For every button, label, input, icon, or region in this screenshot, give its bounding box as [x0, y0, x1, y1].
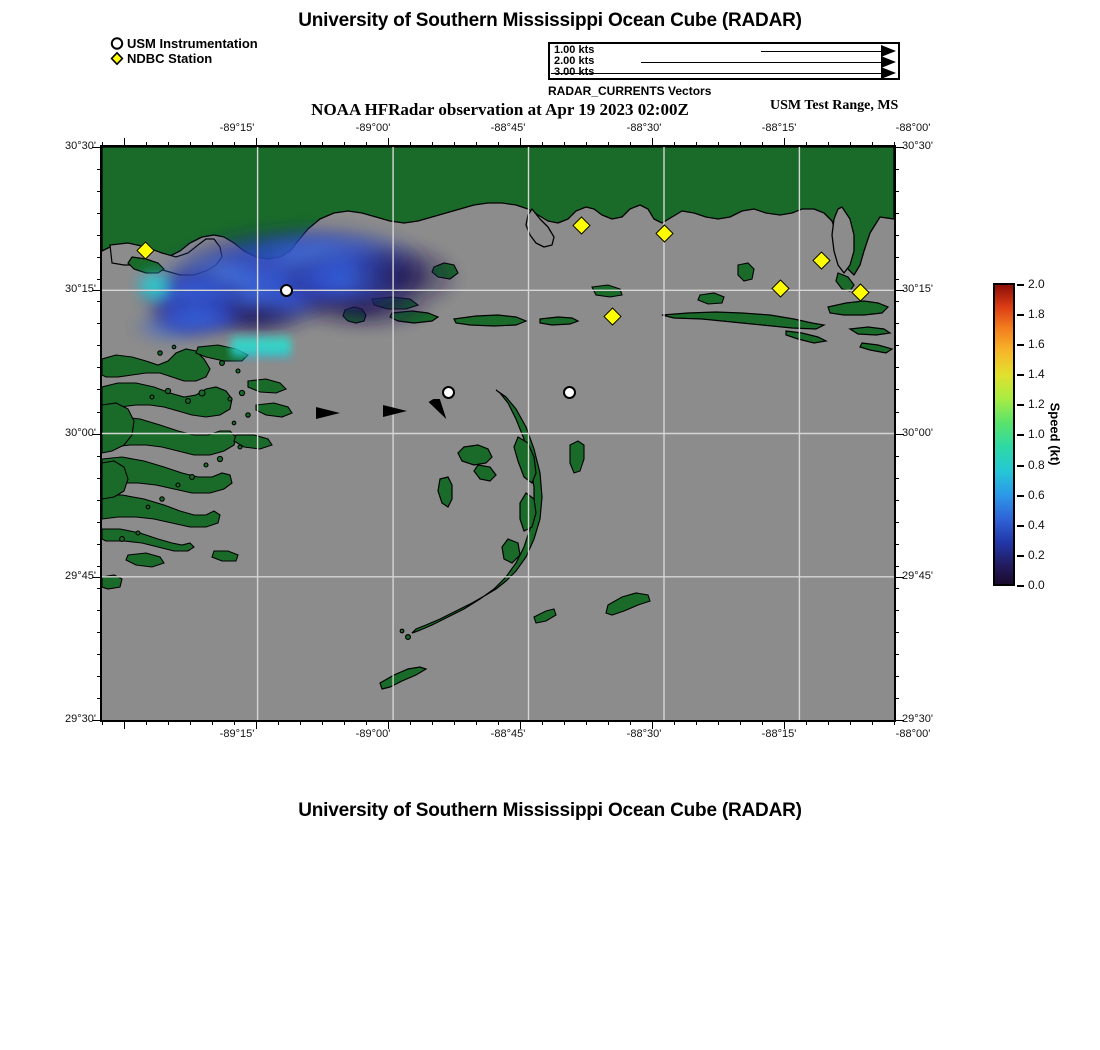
chandeleur-islands-layer [379, 389, 543, 690]
page-title: University of Southern Mississippi Ocean… [298, 10, 802, 31]
vector-legend-row-3: 3.00 kts [550, 66, 898, 79]
map-panel[interactable] [100, 145, 896, 722]
isolated-current-patch [231, 333, 291, 361]
colorbar-tick-label: 0.8 [1028, 458, 1045, 472]
vector-scale-legend: 1.00 kts 2.00 kts 3.00 kts [548, 42, 900, 80]
observation-subtitle: NOAA HFRadar observation at Apr 19 2023 … [311, 100, 689, 119]
lat-tick-label-right: 30°30' [902, 140, 933, 152]
circle-marker-icon [110, 37, 124, 50]
current-vector-arrow [428, 399, 447, 420]
legend-label-ndbc: NDBC Station [127, 51, 213, 66]
usm-instrumentation-marker[interactable] [563, 386, 576, 399]
current-vector-arrow [316, 407, 340, 419]
lat-tick-label-left: 29°45' [65, 570, 96, 582]
graticule-layer [102, 147, 894, 720]
legend-label-usm: USM Instrumentation [127, 36, 258, 51]
legend-item-ndbc: NDBC Station [110, 51, 258, 66]
colorbar-tick-label: 1.8 [1028, 307, 1045, 321]
colorbar-tick-label: 1.2 [1028, 397, 1045, 411]
map-canvas [102, 147, 894, 720]
current-speed-field [130, 223, 462, 345]
vector-legend-label-2: 2.00 kts [554, 55, 595, 67]
usm-instrumentation-marker[interactable] [442, 386, 455, 399]
lon-tick-label-top: -89°15' [219, 122, 255, 134]
usm-instrumentation-marker[interactable] [280, 284, 293, 297]
lon-tick-label-bottom: -89°00' [355, 728, 391, 740]
lat-tick-label-right: 29°30' [902, 713, 933, 725]
lon-tick-label-bottom: -88°00' [895, 728, 931, 740]
delta-marsh-layer [102, 344, 651, 624]
lat-tick-label-right: 29°45' [902, 570, 933, 582]
marker-legend: USM Instrumentation NDBC Station [110, 36, 258, 66]
vector-shaft-1 [761, 51, 881, 52]
lon-tick-label-bottom: -89°15' [219, 728, 255, 740]
lat-tick-label-left: 29°30' [65, 713, 96, 725]
colorbar-tick-label: 0.0 [1028, 578, 1045, 592]
legend-item-usm: USM Instrumentation [110, 36, 258, 51]
vector-legend-caption: RADAR_CURRENTS Vectors [548, 84, 712, 98]
vector-arrowhead-1 [881, 45, 896, 57]
lon-tick-label-bottom: -88°15' [761, 728, 797, 740]
vector-legend-row-1: 1.00 kts [550, 44, 898, 57]
lon-tick-label-top: -88°15' [761, 122, 797, 134]
lon-tick-label-bottom: -88°30' [626, 728, 662, 740]
lat-tick-label-left: 30°15' [65, 283, 96, 295]
lon-tick-label-bottom: -88°45' [490, 728, 526, 740]
lat-tick-label-left: 30°00' [65, 427, 96, 439]
colorbar-tick-label: 0.6 [1028, 488, 1045, 502]
colorbar-tick-label: 0.2 [1028, 548, 1045, 562]
bottom-title: University of Southern Mississippi Ocean… [298, 800, 802, 821]
colorbar-tick-label: 2.0 [1028, 277, 1045, 291]
lon-tick-label-top: -88°45' [490, 122, 526, 134]
lat-tick-label-right: 30°00' [902, 427, 933, 439]
colorbar-title: Speed (kt) [1047, 402, 1063, 466]
vector-shaft-3 [551, 73, 881, 74]
vector-arrowhead-2 [881, 56, 896, 68]
landmass-layer [102, 147, 894, 276]
colorbar-tick-label: 1.6 [1028, 337, 1045, 351]
vector-legend-label-3: 3.00 kts [554, 66, 595, 78]
vector-arrowhead-3 [881, 67, 896, 79]
colorbar-tick-label: 1.4 [1028, 367, 1045, 381]
lon-tick-label-top: -89°00' [355, 122, 391, 134]
lat-tick-label-left: 30°30' [65, 140, 96, 152]
colorbar-tick-label: 0.4 [1028, 518, 1045, 532]
current-vector-arrow [383, 405, 407, 417]
diamond-marker-icon [110, 51, 124, 66]
colorbar-tick-label: 1.0 [1028, 427, 1045, 441]
lat-tick-label-right: 30°15' [902, 283, 933, 295]
vector-legend-row-2: 2.00 kts [550, 55, 898, 68]
vector-legend-label-1: 1.00 kts [554, 44, 595, 56]
vector-shaft-2 [641, 62, 881, 63]
lon-tick-label-top: -88°30' [626, 122, 662, 134]
lon-tick-label-top: -88°00' [895, 122, 931, 134]
test-range-label: USM Test Range, MS [770, 98, 899, 113]
colorbar-gradient [993, 283, 1015, 586]
